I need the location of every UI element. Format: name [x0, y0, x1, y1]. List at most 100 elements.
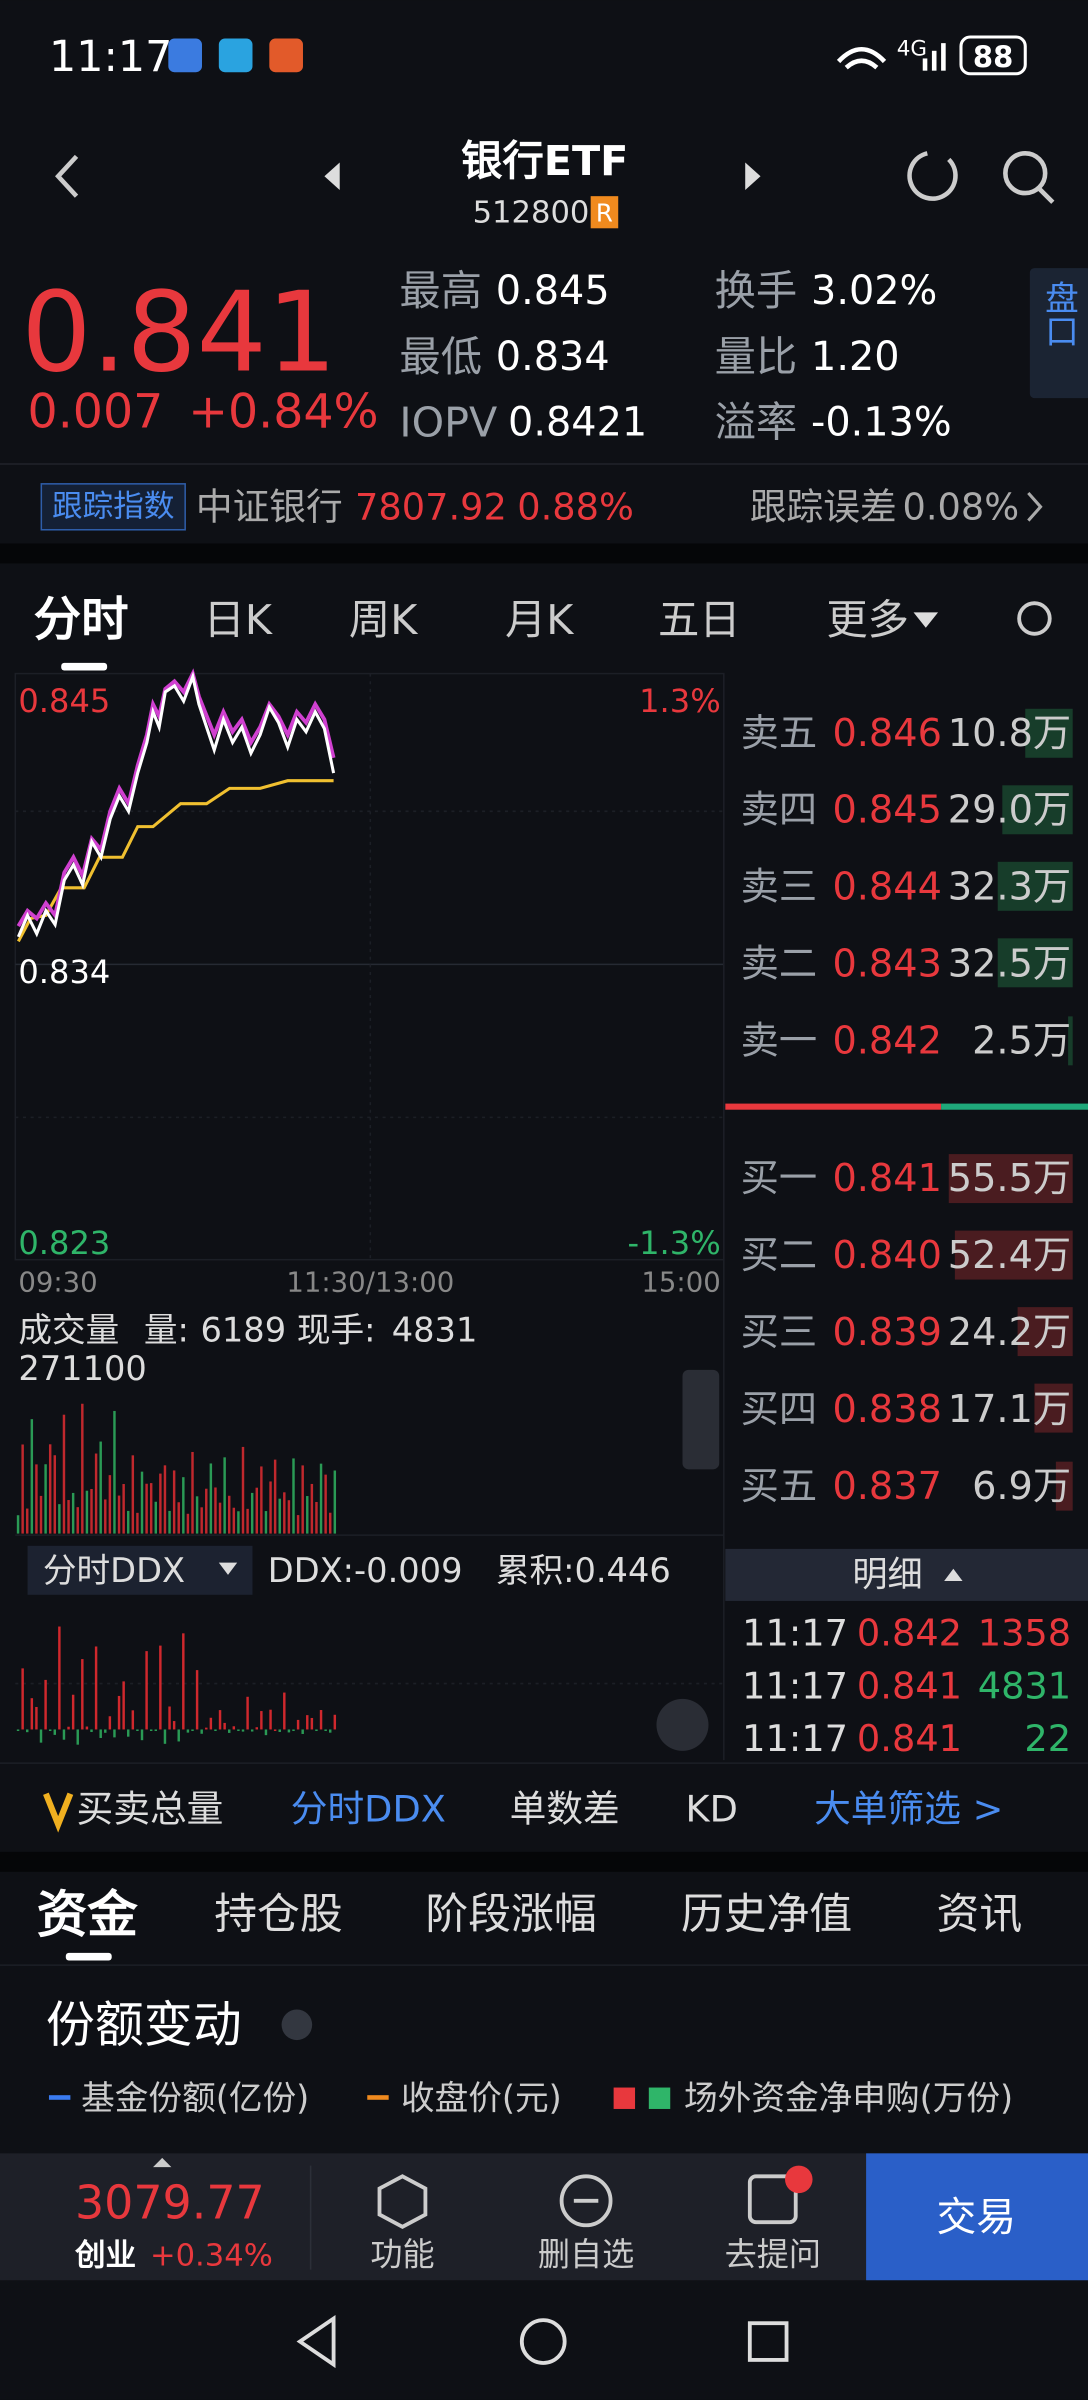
track-error: 0.08% — [902, 485, 1019, 528]
chart-low-pct: -1.3% — [628, 1224, 721, 1262]
battery: 88 — [973, 40, 1013, 74]
time-label: 09:30 — [18, 1267, 97, 1299]
expand-button[interactable] — [656, 1698, 709, 1751]
volume-bar — [306, 1496, 309, 1534]
indicator-tab[interactable]: 买卖总量 — [77, 1788, 224, 1831]
search-button[interactable] — [1003, 151, 1048, 196]
indicator-tab[interactable]: 大单筛选 > — [814, 1788, 1003, 1831]
trade-button[interactable] — [866, 2153, 1088, 2281]
ddx-selector[interactable] — [27, 1545, 253, 1595]
time-label: 15:00 — [641, 1267, 720, 1299]
ddx-bar — [127, 1729, 130, 1737]
prev-button[interactable] — [324, 162, 340, 191]
change-pct: +0.84% — [188, 384, 378, 439]
volume-bar — [76, 1507, 79, 1534]
chart-tab[interactable]: 日K — [204, 596, 273, 644]
volume-bar — [333, 1470, 337, 1534]
volume-bar — [104, 1499, 107, 1534]
volume-bar — [168, 1510, 171, 1534]
ddx-bar — [287, 1729, 291, 1733]
next-button[interactable] — [745, 162, 761, 191]
refresh-button[interactable] — [907, 151, 958, 201]
ddx-bar — [172, 1721, 176, 1730]
section-tab[interactable]: 资金 — [37, 1885, 138, 1944]
back-button[interactable] — [55, 154, 79, 198]
volume-bar — [315, 1501, 318, 1534]
chart-tab[interactable]: 分时 — [34, 593, 129, 648]
depth-bar — [1034, 1383, 1073, 1433]
ask-volume: 32.5万 — [948, 942, 1071, 987]
ddx-bar — [168, 1706, 171, 1730]
nav-recent[interactable] — [747, 2321, 789, 2362]
bid-label: 买一 — [741, 1156, 818, 1201]
side-tab[interactable] — [1029, 268, 1088, 399]
ddx-bar — [44, 1679, 47, 1730]
volume-bar — [205, 1488, 208, 1534]
volume-bar — [140, 1471, 144, 1534]
ddx-bar — [159, 1645, 162, 1730]
track-name: 中证银行 — [196, 485, 343, 528]
stat-value: 1.20 — [811, 334, 900, 380]
bottom-button[interactable]: 删自选 — [538, 2235, 634, 2273]
volume-bar — [200, 1507, 203, 1534]
bottom-button[interactable]: 功能 — [370, 2235, 434, 2273]
index-name: 创业 — [74, 2238, 136, 2273]
nav-back[interactable] — [296, 2314, 336, 2369]
depth-bar — [1055, 1461, 1073, 1511]
chart-tab[interactable]: 五日 — [658, 596, 741, 644]
ddx-bar — [260, 1711, 263, 1730]
bottom-button[interactable]: 去提问 — [725, 2235, 821, 2273]
ddx-bar — [131, 1710, 135, 1730]
stat-label: 最高 — [399, 267, 482, 315]
battery-frame — [959, 35, 1027, 76]
ddx-bar — [310, 1717, 314, 1730]
bid-volume: 6.9万 — [972, 1464, 1071, 1509]
chart-tab[interactable]: 更多 — [826, 596, 909, 644]
chart-tab[interactable]: 月K — [505, 596, 574, 644]
ddx-bar — [48, 1729, 52, 1731]
section-tab[interactable]: 持仓股 — [214, 1890, 342, 1940]
volume-bar — [62, 1414, 66, 1534]
volume-bar — [324, 1474, 327, 1534]
nav-home[interactable] — [519, 2318, 567, 2365]
legend-swatch — [613, 2087, 636, 2109]
indicator-tab[interactable]: 分时DDX — [291, 1788, 446, 1831]
separator — [0, 543, 1088, 564]
app-icon — [218, 38, 253, 73]
ddx-bar — [30, 1698, 34, 1730]
info-icon[interactable] — [281, 2009, 313, 2041]
chart-tab[interactable]: 周K — [349, 596, 418, 644]
track-error-label: 跟踪误差 — [750, 485, 897, 528]
trade-label: 交易 — [937, 2195, 1017, 2241]
indicator-tab[interactable]: 单数差 — [510, 1788, 620, 1831]
ddx-bar — [21, 1668, 24, 1730]
ask-price: 0.845 — [832, 788, 942, 833]
volume-bar — [232, 1507, 236, 1534]
ddx-bar — [306, 1715, 309, 1730]
hand-label: 现手: — [297, 1311, 376, 1350]
code: 512800 — [473, 195, 590, 230]
volume-bar — [172, 1470, 176, 1534]
settings-button[interactable] — [1017, 601, 1052, 636]
volume-bar — [278, 1498, 281, 1534]
section-tab[interactable]: 历史净值 — [681, 1890, 852, 1940]
ddx-bar — [90, 1729, 93, 1733]
indicator-tab[interactable]: KD — [686, 1788, 738, 1831]
collapse-handle[interactable] — [682, 1369, 720, 1470]
ask-price: 0.843 — [832, 942, 942, 987]
index-pct: +0.34% — [150, 2238, 273, 2273]
ddx-bar — [329, 1729, 332, 1733]
ddx-bar — [315, 1729, 318, 1731]
app-icon — [269, 38, 303, 73]
ask-price: 0.846 — [832, 711, 942, 756]
volume-bar — [39, 1495, 43, 1534]
bid-volume: 17.1万 — [948, 1387, 1071, 1432]
section-tab[interactable]: 阶段涨幅 — [425, 1890, 596, 1940]
volume-bar — [21, 1444, 24, 1534]
section-tab[interactable]: 资讯 — [937, 1890, 1023, 1940]
volume-bar — [292, 1458, 295, 1534]
trade-time: 11:17 — [742, 1717, 848, 1760]
ddx-selector-label: 分时DDX — [43, 1551, 185, 1590]
separator — [0, 1851, 1088, 1872]
